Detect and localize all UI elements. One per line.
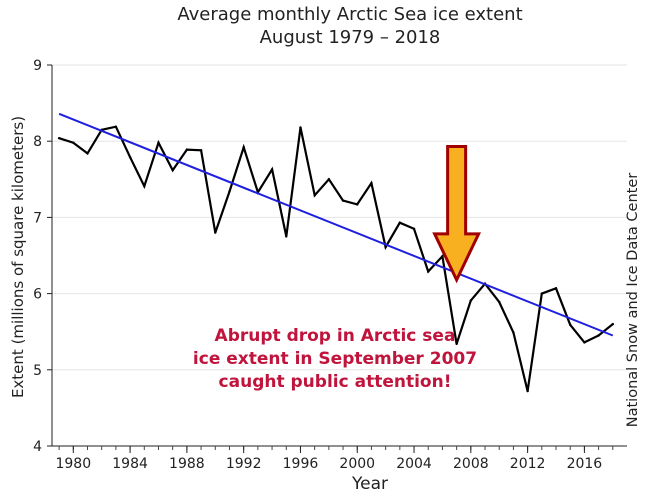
data-point-2004 [412, 227, 416, 231]
x-tick-label-2016: 2016 [567, 456, 603, 472]
x-tick-label-2012: 2012 [510, 456, 546, 472]
data-point-1998 [327, 178, 331, 181]
y-tick-label-7: 7 [33, 210, 42, 226]
data-point-1985 [143, 184, 146, 188]
data-point-2018 [611, 322, 615, 326]
y-tick-label-9: 9 [33, 58, 42, 74]
arrow-shape [432, 145, 482, 284]
y-tick-label-4: 4 [33, 439, 42, 455]
data-point-2011 [512, 331, 515, 334]
data-point-1979 [57, 136, 61, 140]
series [57, 112, 615, 393]
data-point-1984 [128, 156, 132, 159]
data-point-1981 [86, 152, 89, 155]
data-point-2015 [569, 323, 572, 327]
data-point-1994 [270, 168, 274, 171]
ticks: 4 5 6 7 8 9 1980 1984 1988 1992 1996 2000 2004 2008 20… [33, 58, 614, 472]
data-point-1990 [214, 231, 217, 234]
data-point-2007 [455, 342, 458, 346]
data-point-1991 [228, 190, 231, 193]
data-point-2005 [427, 270, 430, 273]
data-point-1988 [185, 148, 189, 151]
data-point-1996 [299, 126, 302, 129]
chart-subtitle: August 1979 – 2018 [259, 27, 441, 48]
data-point-2003 [398, 221, 402, 224]
chart-title: Average monthly Arctic Sea ice extent [177, 4, 523, 25]
data-point-2006 [441, 255, 444, 258]
y-tick-label-6: 6 [33, 287, 42, 303]
axes [51, 65, 627, 447]
y-tick-label-8: 8 [33, 134, 42, 150]
data-point-1983 [114, 125, 118, 128]
data-point-1995 [285, 235, 288, 238]
x-tick-label-1996: 1996 [283, 456, 319, 472]
data-point-1980 [72, 141, 75, 144]
x-axis-label: Year [352, 474, 388, 494]
source-credit: National Snow and Ice Data Center [625, 172, 641, 428]
data-point-1987 [171, 168, 174, 172]
data-point-2002 [384, 245, 387, 249]
x-tick-label-1984: 1984 [112, 456, 148, 472]
y-tick-label-5: 5 [33, 363, 42, 379]
data-point-2017 [597, 334, 600, 337]
annotation-arrow [432, 145, 482, 284]
data-point-1999 [341, 199, 345, 202]
y-axis-label: Extent (millions of square kilometers) [9, 115, 27, 399]
annotation-line-3: caught public attention! [218, 372, 452, 392]
x-tick-label-1988: 1988 [169, 456, 205, 472]
data-point-2013 [540, 292, 544, 295]
data-point-2012 [526, 389, 529, 393]
x-tick-label-2004: 2004 [396, 456, 432, 472]
data-point-2001 [370, 181, 373, 185]
data-point-1992 [242, 146, 245, 149]
x-tick-label-2000: 2000 [339, 456, 375, 472]
extent-line [58, 125, 614, 392]
data-point-2016 [583, 341, 586, 344]
x-tick-label-1980: 1980 [55, 456, 91, 472]
x-tick-label-2008: 2008 [453, 456, 489, 472]
x-tick-label-1992: 1992 [226, 456, 262, 472]
data-point-1997 [313, 194, 316, 197]
annotation-text: Abrupt drop in Arctic sea ice extent in … [185, 325, 485, 394]
data-point-2000 [356, 203, 359, 206]
annotation-line-1: Abrupt drop in Arctic sea [214, 326, 456, 346]
data-point-2008 [469, 299, 473, 302]
data-point-1986 [157, 141, 160, 144]
data-point-2010 [498, 300, 501, 304]
data-point-1989 [199, 149, 203, 152]
annotation-line-2: ice extent in September 2007 [192, 349, 478, 369]
trend-line [58, 112, 614, 337]
data-point-2014 [554, 287, 558, 290]
